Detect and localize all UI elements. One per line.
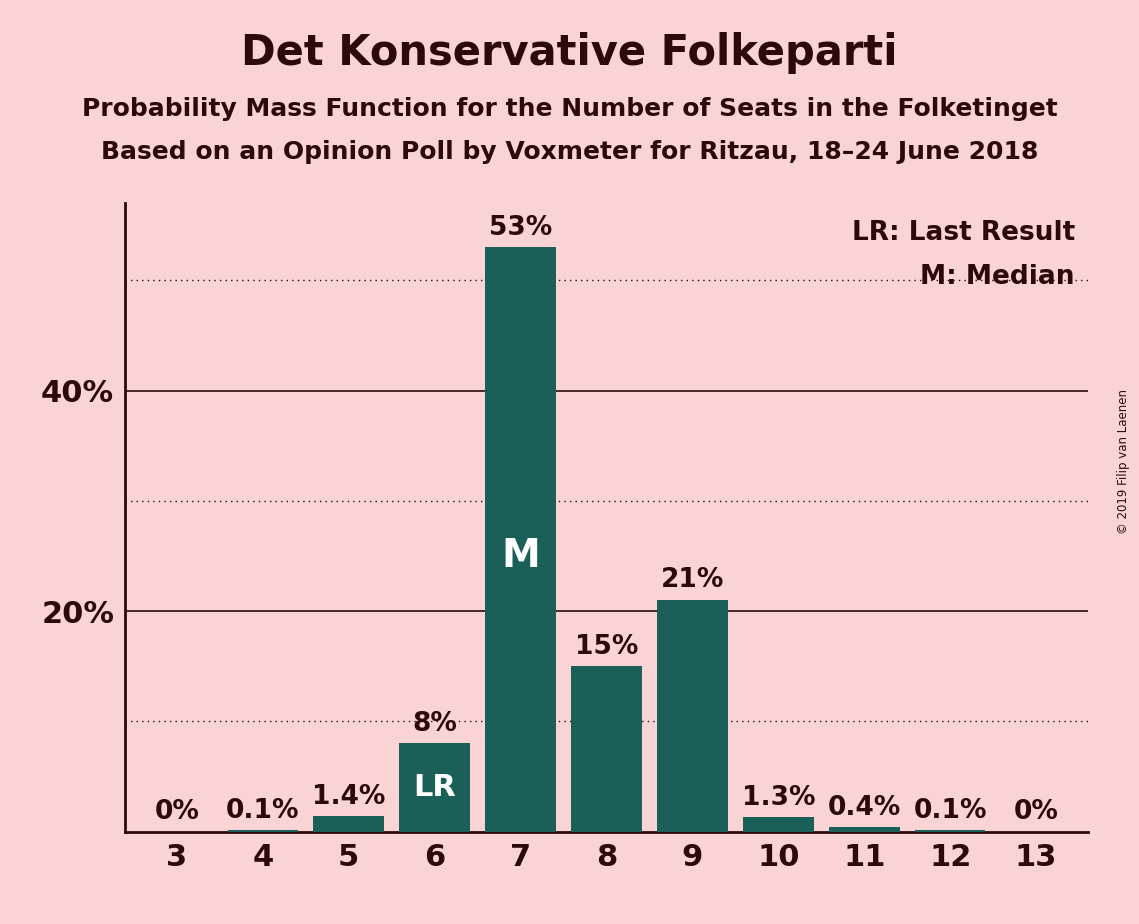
Bar	[657, 600, 728, 832]
Bar	[485, 248, 556, 832]
Text: M: M	[501, 537, 540, 575]
Text: 0%: 0%	[155, 799, 199, 825]
Text: LR: Last Result: LR: Last Result	[852, 220, 1075, 246]
Text: 53%: 53%	[489, 214, 552, 241]
Text: Based on an Opinion Poll by Voxmeter for Ritzau, 18–24 June 2018: Based on an Opinion Poll by Voxmeter for…	[101, 140, 1038, 164]
Text: 1.3%: 1.3%	[741, 784, 816, 810]
Text: 21%: 21%	[661, 567, 724, 593]
Bar	[228, 831, 298, 832]
Text: LR: LR	[413, 773, 456, 802]
Bar	[829, 827, 900, 832]
Bar	[572, 666, 641, 832]
Text: 0.1%: 0.1%	[226, 798, 300, 824]
Text: 1.4%: 1.4%	[312, 784, 385, 809]
Text: 0.4%: 0.4%	[828, 795, 901, 821]
Text: 8%: 8%	[412, 711, 457, 736]
Bar	[400, 744, 470, 832]
Bar	[313, 816, 384, 832]
Text: © 2019 Filip van Laenen: © 2019 Filip van Laenen	[1117, 390, 1130, 534]
Text: Probability Mass Function for the Number of Seats in the Folketinget: Probability Mass Function for the Number…	[82, 97, 1057, 121]
Text: M: Median: M: Median	[920, 264, 1075, 290]
Bar	[743, 817, 813, 832]
Text: Det Konservative Folkeparti: Det Konservative Folkeparti	[241, 32, 898, 74]
Text: 0%: 0%	[1014, 799, 1058, 825]
Text: 15%: 15%	[575, 634, 638, 660]
Text: 0.1%: 0.1%	[913, 798, 988, 824]
Bar	[915, 831, 985, 832]
